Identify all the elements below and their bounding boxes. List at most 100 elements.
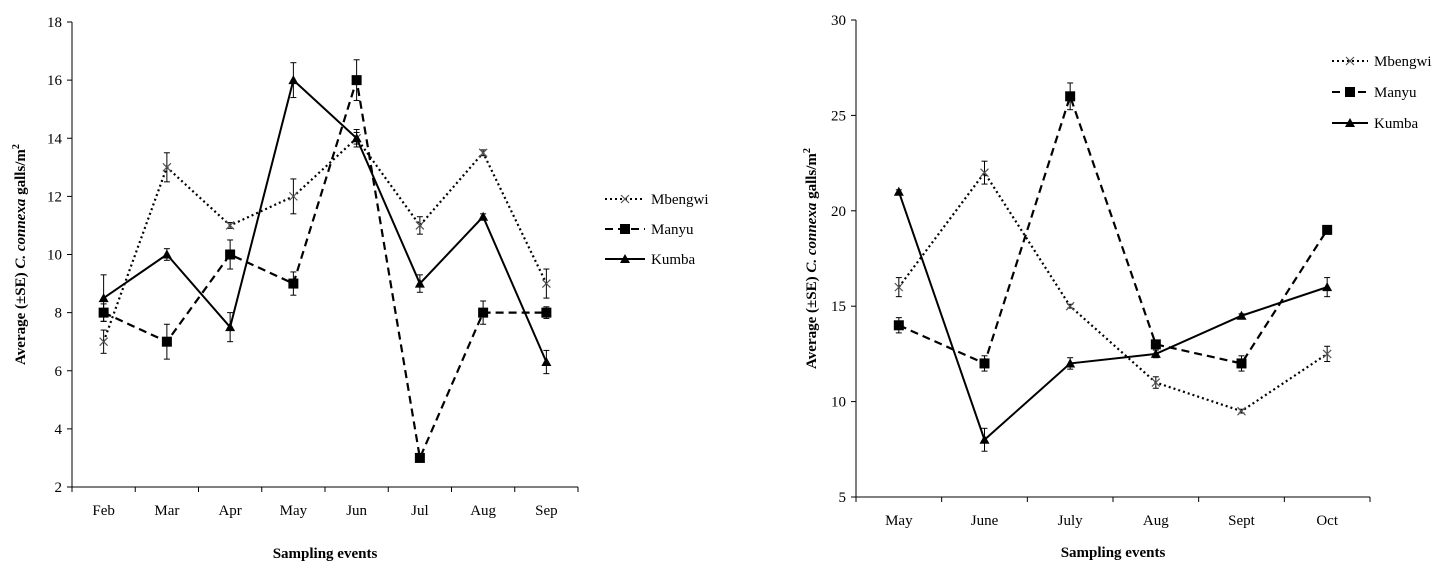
x-tick-label: July xyxy=(1058,513,1084,529)
data-point xyxy=(979,358,990,369)
x-axis-title: Sampling events xyxy=(273,546,378,562)
x-tick-label: Jul xyxy=(411,503,429,519)
data-point xyxy=(893,186,904,196)
x-tick-label: May xyxy=(280,503,308,519)
data-point xyxy=(351,75,362,86)
y-tick-label: 16 xyxy=(47,73,63,89)
legend-label: Manyu xyxy=(1374,85,1417,101)
series-manyu xyxy=(98,59,552,463)
legend-marker xyxy=(1345,118,1355,127)
series-kumba xyxy=(98,62,552,375)
y-tick-label: 30 xyxy=(831,13,846,29)
data-point xyxy=(99,337,109,347)
data-point xyxy=(478,307,489,318)
legend-item-kumba: Kumba xyxy=(1332,116,1419,132)
legend-marker xyxy=(620,254,630,263)
legend-marker xyxy=(620,224,630,234)
series-line xyxy=(103,78,548,363)
data-point xyxy=(414,452,425,463)
data-point xyxy=(1322,349,1332,359)
x-tick-label: Sept xyxy=(1228,513,1256,529)
data-point xyxy=(1322,282,1333,292)
data-point xyxy=(541,357,552,367)
data-point xyxy=(1065,358,1076,368)
data-point xyxy=(1065,91,1076,102)
y-axis-title-part: Average (±SE) xyxy=(13,269,29,365)
legend-label: Kumba xyxy=(651,252,696,268)
y-tick-label: 4 xyxy=(55,422,63,438)
x-tick-label: Feb xyxy=(92,503,115,519)
series-mbengwi xyxy=(894,160,1332,416)
y-axis-title: Average (±SE) C. connexa galls/m2 xyxy=(11,144,29,365)
legend-label: Mbengwi xyxy=(1374,54,1432,70)
x-tick-label: Aug xyxy=(1143,513,1169,529)
data-point xyxy=(541,279,551,288)
y-tick-label: 6 xyxy=(55,364,63,380)
data-point xyxy=(1151,378,1161,387)
data-point xyxy=(541,307,552,318)
x-tick-label: Mar xyxy=(154,503,179,519)
legend-item-manyu: Manyu xyxy=(605,222,694,238)
y-tick-label: 12 xyxy=(47,189,62,205)
y-axis-title-part: galls/m xyxy=(804,153,820,203)
y-tick-label: 8 xyxy=(55,306,63,322)
y-tick-label: 20 xyxy=(831,204,846,220)
data-point xyxy=(415,221,425,230)
data-point xyxy=(414,278,425,288)
data-point xyxy=(225,221,235,230)
y-axis-title-part: C. connexa xyxy=(13,198,29,269)
data-point xyxy=(1065,301,1075,311)
data-point xyxy=(98,293,109,303)
legend-item-kumba: Kumba xyxy=(605,252,696,268)
y-axis-title-part: C. connexa xyxy=(804,202,820,273)
y-tick-label: 14 xyxy=(47,131,63,147)
data-point xyxy=(1150,339,1161,350)
data-point xyxy=(893,320,904,331)
y-tick-label: 18 xyxy=(47,15,62,31)
data-point xyxy=(894,282,904,292)
series-manyu xyxy=(893,82,1333,372)
y-tick-label: 10 xyxy=(831,395,846,411)
x-tick-label: May xyxy=(885,513,913,529)
data-point xyxy=(161,336,172,347)
legend-label: Kumba xyxy=(1374,116,1419,132)
chart-right: 5 10 15 20 25 30 May June July Aug Sept Oct Sampling… xyxy=(802,13,1432,561)
y-tick-label: 10 xyxy=(47,248,62,264)
data-point xyxy=(161,249,172,259)
y-tick-label: 15 xyxy=(831,299,846,315)
data-point xyxy=(288,75,299,85)
x-tick-label: Jun xyxy=(346,503,367,519)
data-point xyxy=(478,148,488,158)
data-point xyxy=(1237,406,1246,416)
x-tick-label: Oct xyxy=(1316,513,1338,529)
data-point xyxy=(478,211,489,221)
data-point xyxy=(288,191,298,201)
y-axis-title-part: 2 xyxy=(11,144,22,149)
x-tick-label: Apr xyxy=(218,503,241,519)
data-point xyxy=(980,168,989,178)
series-line xyxy=(898,92,1329,365)
y-axis-title-part: 2 xyxy=(802,148,813,153)
data-point xyxy=(225,322,236,332)
y-axis-title-part: Average (±SE) xyxy=(804,273,820,369)
data-point xyxy=(1322,224,1333,235)
y-tick-label: 5 xyxy=(839,490,847,506)
legend-label: Mbengwi xyxy=(651,192,709,208)
legend-item-mbengwi: Mbengwi xyxy=(1332,54,1432,70)
data-point xyxy=(162,162,172,172)
data-point xyxy=(1236,358,1247,369)
y-axis-title-part: galls/m xyxy=(13,149,29,199)
y-axis-title: Average (±SE) C. connexa galls/m2 xyxy=(802,148,820,369)
y-tick-label: 25 xyxy=(831,108,846,124)
legend-marker xyxy=(620,194,630,204)
series-line xyxy=(897,191,1328,442)
x-tick-label: Sep xyxy=(535,503,558,519)
series-kumba xyxy=(893,186,1333,452)
x-axis-title: Sampling events xyxy=(1061,545,1166,561)
series-mbengwi xyxy=(99,129,551,354)
data-point xyxy=(1236,310,1247,320)
legend-marker xyxy=(1345,56,1355,66)
series-line xyxy=(103,79,547,462)
x-tick-label: Aug xyxy=(470,503,496,519)
